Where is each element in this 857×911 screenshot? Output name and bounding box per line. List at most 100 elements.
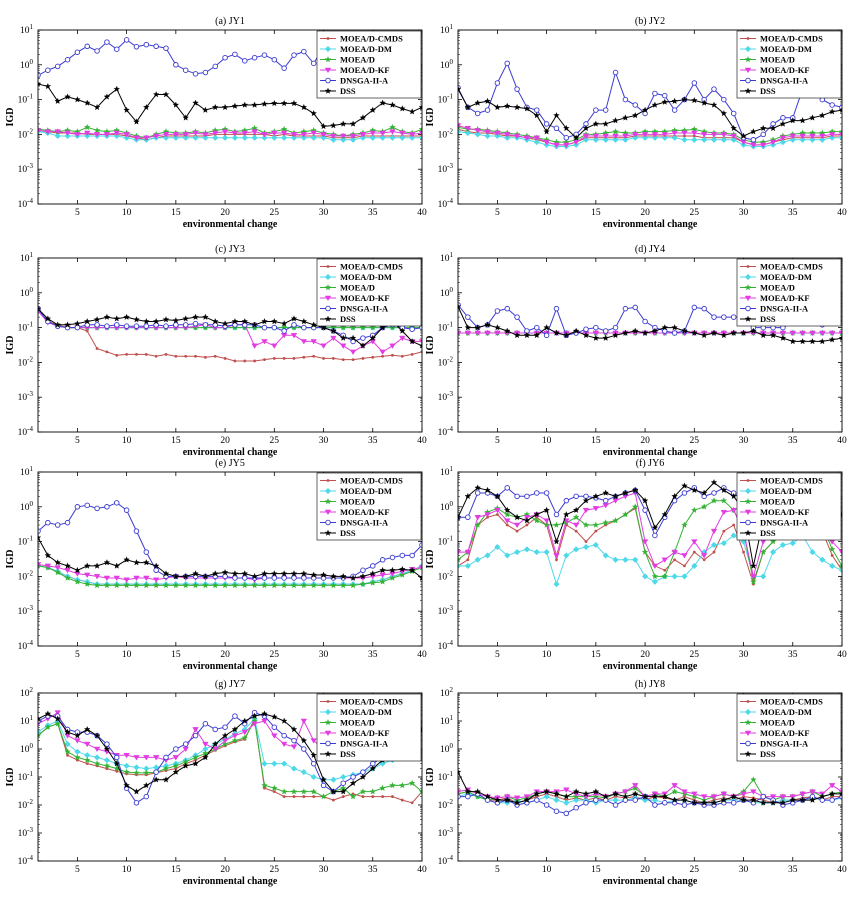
data-point [271, 784, 278, 791]
data-point [162, 582, 170, 589]
data-point [464, 103, 472, 111]
x-tick-label: 25 [690, 208, 700, 218]
legend-label: MOEA/D-DM [760, 44, 812, 54]
data-point [700, 331, 708, 339]
y-tick-label: 10-4 [18, 197, 34, 210]
data-point [602, 107, 609, 113]
data-point [513, 331, 521, 339]
data-point [349, 349, 357, 356]
data-point [503, 796, 511, 803]
x-tick-label: 40 [417, 208, 427, 218]
data-point [505, 523, 509, 527]
data-point [730, 136, 737, 143]
data-point [202, 134, 209, 141]
legend-marker [324, 295, 332, 302]
series-line [458, 131, 842, 147]
y-tick-label: 101 [20, 714, 34, 727]
data-point [38, 80, 42, 87]
data-point [231, 737, 239, 744]
data-point [211, 318, 219, 325]
data-point [251, 129, 258, 135]
data-point [494, 330, 501, 337]
data-point [740, 796, 747, 803]
data-point [133, 575, 140, 582]
x-tick-label: 20 [640, 650, 650, 660]
data-point [809, 338, 816, 345]
data-point [212, 726, 218, 733]
data-point [622, 96, 629, 103]
data-point [458, 303, 462, 310]
data-point [320, 134, 327, 141]
data-point [681, 521, 688, 528]
data-point [828, 336, 836, 343]
series-line [38, 717, 422, 804]
data-point [123, 323, 130, 329]
data-point [369, 134, 376, 141]
data-point [379, 557, 386, 563]
data-point [261, 132, 268, 138]
data-point [341, 795, 345, 798]
data-point [799, 117, 806, 124]
data-point [399, 105, 406, 112]
data-point [182, 134, 189, 141]
data-point [750, 789, 757, 795]
data-point [563, 810, 570, 817]
data-point [602, 334, 609, 341]
data-point [838, 134, 842, 141]
data-point [700, 503, 708, 510]
series-DSS [458, 85, 842, 141]
data-point [104, 504, 110, 510]
data-point [779, 334, 787, 341]
x-axis-ticks: 5 10 15 20 25 30 35 40 [495, 30, 847, 218]
data-point [602, 136, 609, 143]
data-point [533, 548, 540, 556]
data-point [290, 788, 298, 795]
y-tick-label: 10-2 [438, 798, 454, 811]
x-tick-label: 30 [739, 208, 749, 218]
data-point [241, 101, 249, 108]
x-tick-label: 30 [739, 436, 749, 446]
legend-marker [324, 315, 332, 322]
data-point [612, 790, 619, 797]
data-point [172, 572, 180, 580]
data-point [641, 134, 649, 141]
data-point [760, 131, 766, 138]
data-point [349, 793, 357, 800]
x-tick-label: 5 [495, 208, 500, 218]
data-point [369, 579, 377, 586]
data-point [74, 578, 81, 585]
y-tick-label: 101 [440, 465, 454, 478]
data-point [271, 343, 278, 349]
data-point [143, 755, 150, 761]
series-line [38, 719, 422, 798]
data-point [631, 486, 639, 493]
data-point [631, 112, 639, 119]
data-point [721, 96, 727, 103]
legend-label: MOEA/D-DM [340, 44, 392, 54]
legend-label: MOEA/D-CMDS [340, 262, 403, 272]
data-point [330, 335, 337, 342]
data-point [641, 132, 649, 138]
data-point [38, 562, 42, 568]
data-point [573, 804, 579, 811]
data-point [261, 760, 268, 767]
data-point [300, 582, 308, 589]
data-point [221, 738, 229, 744]
data-point [750, 142, 757, 148]
data-point [192, 727, 199, 733]
data-point [602, 489, 609, 496]
data-point [153, 43, 159, 50]
data-point [350, 774, 356, 780]
data-point [458, 556, 462, 563]
series-line [458, 771, 842, 804]
data-point [838, 334, 842, 341]
data-point [144, 352, 148, 356]
data-point [622, 133, 629, 140]
data-point [553, 796, 560, 804]
data-point [759, 331, 767, 339]
chart-8: 10-4 10-3 10-2 10-1 100 101 102 5 10 15 20 25 30 35 40… [425, 679, 847, 887]
data-point [661, 132, 669, 138]
data-point [828, 108, 836, 115]
data-point [389, 574, 396, 581]
data-point [172, 101, 180, 108]
